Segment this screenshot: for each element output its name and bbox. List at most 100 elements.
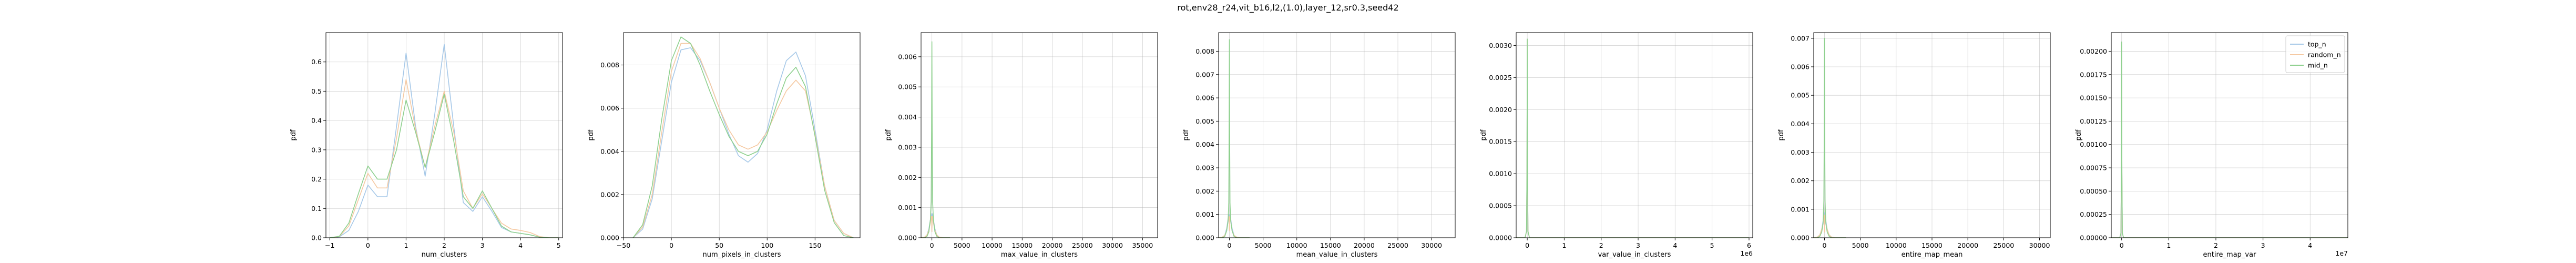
axes-frame <box>2111 32 2348 238</box>
y-tick-label: 0.4 <box>311 117 322 125</box>
y-tick-label: 0.00075 <box>2080 164 2107 172</box>
x-axis-label: num_clusters <box>422 251 467 259</box>
subplot-5: 0 1 2 3 4 5 6 0.0000 0.0005 0.0010 0.0015 0.0020 0.0… <box>1480 32 1753 259</box>
y-tick-label: 0.00000 <box>2080 234 2107 242</box>
x-axis-label: var_value_in_clusters <box>1598 251 1671 259</box>
x-tick-label: −1 <box>325 241 334 249</box>
y-tick-label: 0.0 <box>311 234 322 242</box>
y-tick-label: 0.00150 <box>2080 94 2107 102</box>
y-tick-label: 0.006 <box>1195 94 1214 102</box>
y-axis-label: pdf <box>1182 129 1190 141</box>
y-tick-label: 0.00125 <box>2080 117 2107 125</box>
x-tick-label: 3 <box>1636 241 1640 249</box>
legend: top_n random_n mid_n <box>2285 35 2345 73</box>
series-line-mid_n <box>921 41 950 238</box>
x-tick-label: 6 <box>1747 241 1751 249</box>
y-tick-label: 0.003 <box>1195 164 1214 172</box>
x-tick-label: 4 <box>2308 241 2312 249</box>
y-tick-label: 0.00100 <box>2080 140 2107 148</box>
x-tick-label: 5000 <box>1255 241 1272 249</box>
x-tick-label: 1 <box>404 241 408 249</box>
subplot-7: 0 1 2 3 4 0.00000 0.00025 0.00050 0.00075 0.00100… <box>2075 32 2348 259</box>
x-tick-label: 10000 <box>1886 241 1907 249</box>
y-tick-label: 0.007 <box>1195 70 1214 78</box>
y-tick-label: 0.005 <box>898 83 917 91</box>
y-axis-label: pdf <box>1777 129 1785 141</box>
x-tick-label: 3 <box>481 241 485 249</box>
x-tick-label: 30000 <box>1421 241 1442 249</box>
axes-frame <box>1218 32 1456 238</box>
y-axis-label: pdf <box>587 129 595 141</box>
axes-frame <box>921 32 1158 238</box>
legend-entry-top_n: top_n <box>2308 41 2326 48</box>
y-tick-label: 0.005 <box>1791 92 1810 99</box>
x-tick-label: 2 <box>2214 241 2218 249</box>
axes-frame <box>325 32 563 238</box>
y-tick-label: 0.0005 <box>1489 202 1512 210</box>
legend-entry-mid_n: mid_n <box>2308 62 2328 69</box>
series-line-mid_n <box>330 94 559 238</box>
y-tick-label: 0.004 <box>898 113 917 121</box>
y-tick-label: 0.001 <box>1791 205 1810 213</box>
y-tick-label: 0.006 <box>600 104 619 112</box>
y-tick-label: 0.5 <box>311 87 322 95</box>
y-tick-label: 0.005 <box>1195 117 1214 125</box>
x-tick-label: 2 <box>1599 241 1603 249</box>
y-tick-label: 0.002 <box>600 190 619 198</box>
x-tick-label: 150 <box>809 241 821 249</box>
subplot-grid: −1 0 1 2 3 4 5 0.0 0.1 0.2 0.3 0.4 0.5 0.6 num_cluster… <box>290 32 2348 259</box>
y-axis-label: pdf <box>2075 129 2083 141</box>
x-offset-label: 1e7 <box>2335 249 2348 257</box>
x-tick-label: 5000 <box>1852 241 1869 249</box>
y-tick-label: 0.00200 <box>2080 47 2107 55</box>
x-tick-label: 5 <box>1710 241 1714 249</box>
figure-suptitle: rot,env28_r24,vit_b16,l2,(1.0),layer_12,… <box>1177 3 1398 13</box>
axes-frame <box>1516 32 1753 238</box>
series-line-mid_n <box>1219 39 1250 238</box>
subplot-3: 0 5000 10000 15000 20000 25000 30000 35000 0.000… <box>885 32 1158 259</box>
x-tick-label: 3 <box>2261 241 2265 249</box>
y-axis-label: pdf <box>1480 129 1488 141</box>
y-axis-label: pdf <box>885 129 893 141</box>
series-line-mid_n <box>1814 38 1846 238</box>
x-tick-label: 0 <box>1228 241 1232 249</box>
y-tick-label: 0.1 <box>311 205 322 213</box>
y-tick-label: 0.000 <box>898 234 917 242</box>
x-tick-label: 2 <box>442 241 446 249</box>
y-tick-label: 0.006 <box>898 53 917 60</box>
legend-box <box>2285 35 2345 73</box>
y-tick-label: 0.002 <box>898 174 917 181</box>
y-tick-label: 0.004 <box>1195 140 1214 148</box>
x-tick-label: 25000 <box>1387 241 1408 249</box>
x-offset-label: 1e6 <box>1740 249 1753 257</box>
series-line-random_n <box>921 216 950 238</box>
subplot-2: −50 0 50 100 150 0.000 0.002 0.004 0.006 0.008 num… <box>587 32 861 259</box>
y-tick-label: 0.004 <box>1791 120 1810 128</box>
x-tick-label: 20000 <box>1042 241 1063 249</box>
axes-frame <box>623 32 861 238</box>
y-tick-label: 0.0010 <box>1489 170 1512 178</box>
y-tick-label: 0.0000 <box>1489 234 1512 242</box>
x-tick-label: 0 <box>2120 241 2124 249</box>
subplot-1: −1 0 1 2 3 4 5 0.0 0.1 0.2 0.3 0.4 0.5 0.6 num_cluster… <box>290 32 563 259</box>
y-tick-label: 0.0025 <box>1489 74 1512 82</box>
y-tick-label: 0.000 <box>600 234 619 242</box>
x-tick-label: 4 <box>518 241 523 249</box>
y-tick-label: 0.3 <box>311 146 322 154</box>
series-line-random_n <box>632 43 854 238</box>
subplot-6: 0 5000 10000 15000 20000 25000 30000 0.000 0.001… <box>1777 32 2051 259</box>
x-tick-label: 10000 <box>982 241 1003 249</box>
y-tick-label: 0.0030 <box>1489 42 1512 49</box>
legend-entry-random_n: random_n <box>2308 51 2341 59</box>
x-tick-label: 20000 <box>1957 241 1978 249</box>
x-tick-label: 0 <box>1822 241 1826 249</box>
y-tick-label: 0.008 <box>600 61 619 69</box>
subplot-4: 0 5000 10000 15000 20000 25000 30000 0.000 0.001… <box>1182 32 1456 259</box>
x-tick-label: 25000 <box>1993 241 2014 249</box>
series-line-random_n <box>330 79 559 238</box>
y-tick-label: 0.0015 <box>1489 138 1512 146</box>
y-tick-label: 0.2 <box>311 175 322 183</box>
y-tick-label: 0.003 <box>1791 148 1810 156</box>
x-tick-label: 1 <box>1562 241 1566 249</box>
